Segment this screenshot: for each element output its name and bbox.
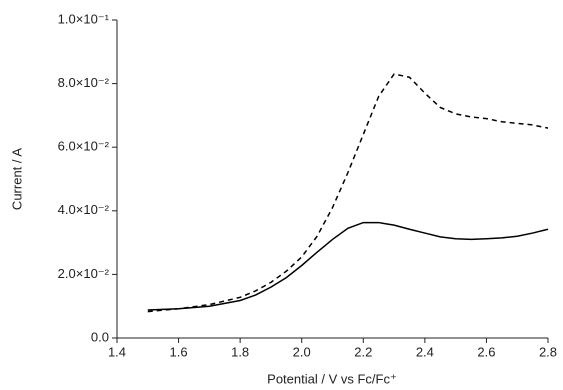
y-tick-label: 0.0 <box>91 329 109 344</box>
y-tick-label: 2.0×10⁻² <box>58 266 110 281</box>
y-axis-label: Current / A <box>9 148 24 210</box>
x-tick-label: 2.0 <box>293 344 311 359</box>
x-tick-label: 1.6 <box>170 344 188 359</box>
x-tick-label: 1.8 <box>231 344 249 359</box>
x-tick-label: 2.8 <box>539 344 557 359</box>
x-tick-label: 2.2 <box>354 344 372 359</box>
y-tick-label: 8.0×10⁻² <box>58 75 110 90</box>
data-line <box>147 73 549 313</box>
x-tick-label: 1.4 <box>108 344 126 359</box>
y-tick-label: 6.0×10⁻² <box>58 139 110 154</box>
y-tick-label: 1.0×10⁻¹ <box>58 11 110 26</box>
y-tick-label: 4.0×10⁻² <box>58 202 110 217</box>
x-tick-label: 2.6 <box>477 344 495 359</box>
x-axis-label: Potential / V vs Fc/Fc⁺ <box>267 371 397 386</box>
x-tick-label: 2.4 <box>416 344 434 359</box>
data-line <box>147 221 549 311</box>
